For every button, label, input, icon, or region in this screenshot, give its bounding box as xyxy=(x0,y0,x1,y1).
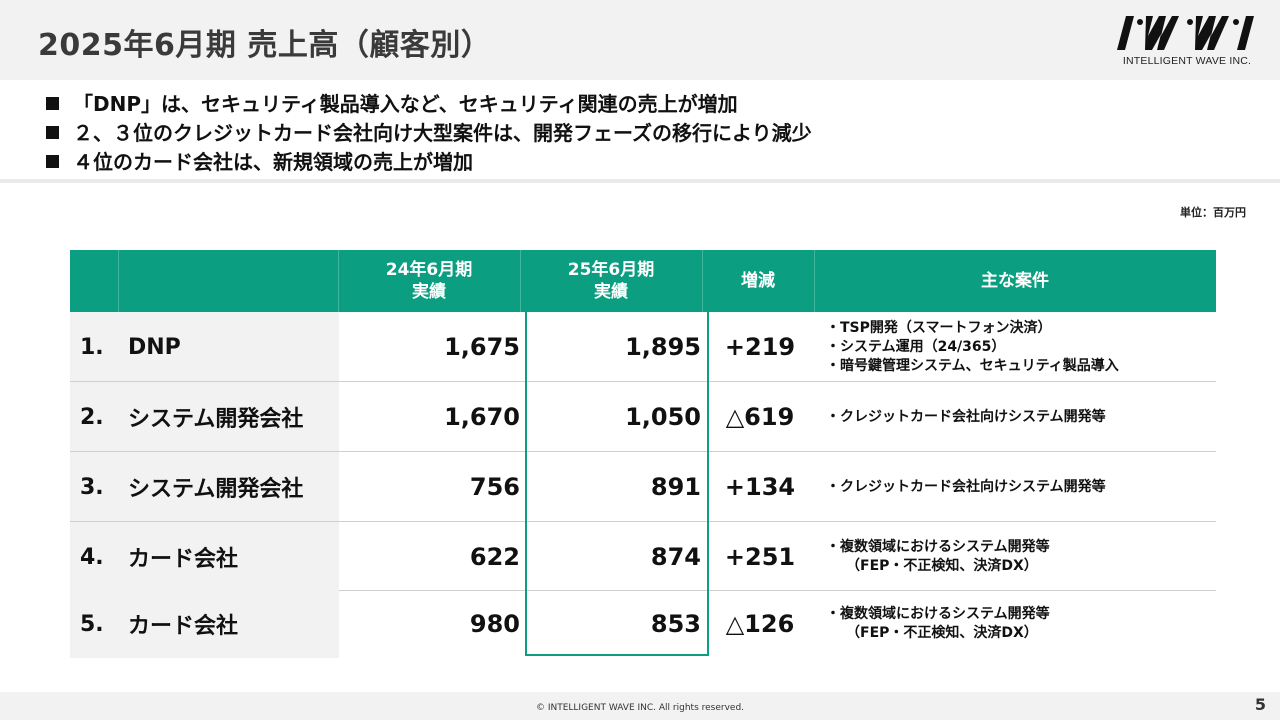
row-divider xyxy=(70,521,1216,522)
fy24-value: 1,670 xyxy=(444,403,520,431)
fy25-value: 874 xyxy=(650,543,701,571)
main-cases: ・クレジットカード会社向けシステム開発等 xyxy=(826,478,1106,495)
footer-bar xyxy=(0,692,1280,720)
bullet-item: ４位のカード会社は、新規領域の売上が増加 xyxy=(46,148,1280,177)
row-rank: 5. xyxy=(80,611,104,637)
bullet-item: 「DNP」は、セキュリティ製品導入など、セキュリティ関連の売上が増加 xyxy=(46,90,1280,119)
row-label-bg xyxy=(70,522,339,592)
page-number: 5 xyxy=(1254,695,1266,714)
fy24-value: 622 xyxy=(469,543,520,571)
customer-name: カード会社 xyxy=(128,614,239,639)
fy24-value: 1,675 xyxy=(444,333,520,361)
header-separator xyxy=(338,250,339,312)
fy24-value: 980 xyxy=(469,610,520,638)
change-value: △126 xyxy=(725,610,795,638)
customer-name: システム開発会社 xyxy=(128,477,304,502)
header-separator xyxy=(702,250,703,312)
change-value: +251 xyxy=(724,543,796,571)
change-value: +219 xyxy=(724,333,796,361)
row-label-bg xyxy=(70,382,339,452)
row-rank: 4. xyxy=(80,544,104,570)
table-row: 5. カード会社 980 853 △126 ・複数領域におけるシステム開発等 （… xyxy=(70,590,1216,658)
fy25-column-highlight xyxy=(525,312,709,656)
fy25-value: 853 xyxy=(650,610,701,638)
slide-title: 2025年6月期 売上高（顧客別） xyxy=(38,28,492,63)
bullet-item: ２、３位のクレジットカード会社向け大型案件は、開発フェーズの移行により減少 xyxy=(46,119,1280,148)
unit-label: 単位：百万円 xyxy=(1180,206,1246,219)
change-value: +134 xyxy=(724,473,796,501)
row-label-bg xyxy=(70,312,339,382)
title-bar xyxy=(0,0,1280,80)
iwi-logo-mark-icon xyxy=(1117,16,1254,50)
row-divider xyxy=(70,451,1216,452)
fy25-value: 1,895 xyxy=(625,333,701,361)
logo-company-name: INTELLIGENT WAVE INC. xyxy=(1122,55,1252,67)
header-separator xyxy=(814,250,815,312)
fy25-value: 1,050 xyxy=(625,403,701,431)
section-divider xyxy=(0,179,1280,183)
row-rank: 3. xyxy=(80,474,104,500)
table-row: 1. DNP 1,675 1,895 +219 ・TSP開発（スマートフォン決済… xyxy=(70,312,1216,382)
table-row: 2. システム開発会社 1,670 1,050 △619 ・クレジットカード会社… xyxy=(70,382,1216,452)
row-divider xyxy=(70,381,1216,382)
row-label-bg xyxy=(70,590,339,658)
customer-name: DNP xyxy=(128,334,181,360)
row-rank: 1. xyxy=(80,334,104,360)
square-bullet-icon xyxy=(46,97,59,110)
customer-name: カード会社 xyxy=(128,547,239,572)
fy24-value: 756 xyxy=(469,473,520,501)
header-separator xyxy=(118,250,119,312)
header-fy25: 25年6月期 実績 xyxy=(567,260,655,302)
header-fy24: 24年6月期 実績 xyxy=(385,260,473,302)
header-change: 増減 xyxy=(741,271,775,291)
row-rank: 2. xyxy=(80,404,104,430)
table-row: 3. システム開発会社 756 891 +134 ・クレジットカード会社向けシス… xyxy=(70,452,1216,522)
copyright-text: © INTELLIGENT WAVE INC. All rights reser… xyxy=(535,703,745,713)
header-separator xyxy=(520,250,521,312)
main-cases: ・複数領域におけるシステム開発等 （FEP・不正検知、決済DX） xyxy=(826,606,1050,641)
summary-bullets: 「DNP」は、セキュリティ製品導入など、セキュリティ関連の売上が増加 ２、３位の… xyxy=(0,82,1280,178)
customer-name: システム開発会社 xyxy=(128,407,304,432)
table-header: 24年6月期 実績 25年6月期 実績 増減 主な案件 xyxy=(70,250,1216,312)
square-bullet-icon xyxy=(46,126,59,139)
table-row: 4. カード会社 622 874 +251 ・複数領域におけるシステム開発等 （… xyxy=(70,522,1216,592)
main-cases: ・TSP開発（スマートフォン決済） ・システム運用（24/365） ・暗号鍵管理… xyxy=(826,319,1119,374)
main-cases: ・クレジットカード会社向けシステム開発等 xyxy=(826,408,1106,425)
header-main-cases: 主な案件 xyxy=(981,271,1049,291)
row-divider xyxy=(70,590,1216,591)
fy25-value: 891 xyxy=(650,473,701,501)
square-bullet-icon xyxy=(46,155,59,168)
change-value: △619 xyxy=(725,403,795,431)
row-label-bg xyxy=(70,452,339,522)
main-cases: ・複数領域におけるシステム開発等 （FEP・不正検知、決済DX） xyxy=(826,539,1050,574)
company-logo: INTELLIGENT WAVE INC. xyxy=(1112,12,1262,70)
